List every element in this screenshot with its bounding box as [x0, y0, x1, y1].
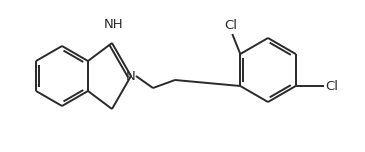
Text: NH: NH [104, 18, 124, 31]
Text: N: N [126, 69, 136, 83]
Text: Cl: Cl [326, 79, 339, 93]
Text: Cl: Cl [224, 19, 237, 32]
